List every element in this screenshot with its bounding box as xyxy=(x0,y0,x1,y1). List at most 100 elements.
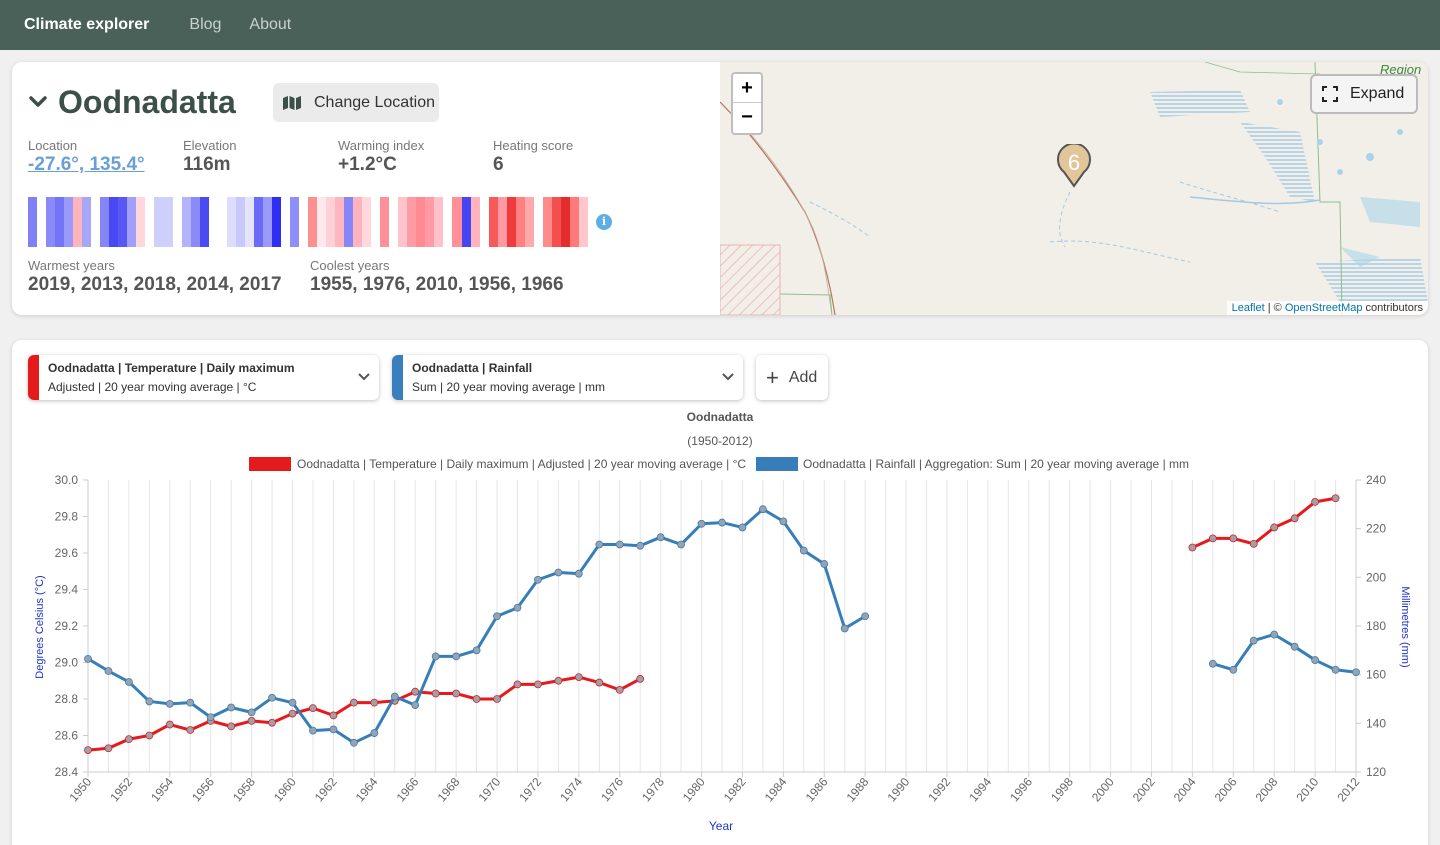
rainfall-point xyxy=(227,703,236,712)
location-map[interactable]: Region + − Expand 6 Leaflet | © OpenStre… xyxy=(720,62,1428,315)
stripe xyxy=(109,197,119,247)
temperature-point xyxy=(1249,539,1258,548)
temperature-point xyxy=(104,744,113,753)
series-title: Oodnadatta | Temperature | Daily maximum xyxy=(48,361,295,375)
stripe xyxy=(371,197,381,247)
series-title: Oodnadatta | Rainfall xyxy=(412,361,533,375)
y-tick-label-left: 28.4 xyxy=(55,765,79,779)
y-tick-label-left: 29.8 xyxy=(55,510,79,524)
temperature-point xyxy=(186,726,195,734)
x-tick-label: 2000 xyxy=(1089,775,1117,805)
map-marker[interactable]: 6 xyxy=(1056,144,1092,188)
temperature-point xyxy=(165,720,174,729)
chart-title: Oodnadatta xyxy=(687,410,754,424)
stripe xyxy=(524,197,534,247)
stripe xyxy=(46,197,56,247)
rainfall-point xyxy=(779,517,788,526)
rainfall-point xyxy=(1331,665,1340,674)
x-tick-label: 1980 xyxy=(680,775,708,805)
stat-location: Location -27.6°, 135.4° xyxy=(28,138,145,176)
rainfall-point xyxy=(165,699,174,708)
series-selector-rainfall[interactable]: Oodnadatta | Rainfall Sum | 20 year movi… xyxy=(392,355,743,400)
chevron-down-icon[interactable] xyxy=(357,370,371,384)
temperature-point xyxy=(595,678,604,687)
chevron-down-icon[interactable] xyxy=(28,92,48,112)
x-tick-label: 1996 xyxy=(1007,775,1035,805)
temperature-point xyxy=(452,689,461,698)
stripe xyxy=(28,197,38,247)
series-color-bar xyxy=(28,355,39,400)
y-axis-label-right: Millimetres (mm) xyxy=(1399,586,1411,667)
stat-value: 116m xyxy=(183,154,231,175)
temperature-point xyxy=(349,698,358,707)
stripe xyxy=(506,197,516,247)
stripe xyxy=(362,197,372,247)
temperature-point xyxy=(615,685,624,694)
osm-link[interactable]: OpenStreetMap xyxy=(1284,302,1363,314)
stripe xyxy=(398,197,408,247)
change-location-button[interactable]: Change Location xyxy=(273,83,439,122)
x-tick-label: 1954 xyxy=(148,775,176,805)
x-tick-label: 1964 xyxy=(353,775,381,805)
stripe xyxy=(551,197,561,247)
x-tick-label: 2002 xyxy=(1130,775,1158,805)
stripe xyxy=(226,197,236,247)
series-selector-temperature[interactable]: Oodnadatta | Temperature | Daily maximum… xyxy=(28,355,379,400)
rainfall-point xyxy=(349,738,358,747)
chart-subtitle: (1950-2012) xyxy=(687,434,752,448)
y-tick-label-right: 200 xyxy=(1366,570,1386,584)
x-tick-label: 2010 xyxy=(1294,775,1322,805)
rainfall-point xyxy=(104,667,113,675)
rainfall-point xyxy=(452,652,461,661)
stripe xyxy=(190,197,200,247)
rainfall-point xyxy=(1290,642,1299,651)
y-tick-label-left: 29.2 xyxy=(55,619,79,633)
chart-card: Oodnadatta | Temperature | Daily maximum… xyxy=(12,340,1428,845)
brand-link[interactable]: Climate explorer xyxy=(24,16,150,33)
stripe xyxy=(353,197,363,247)
zoom-out-button[interactable]: − xyxy=(741,106,753,128)
add-series-button[interactable]: + Add xyxy=(756,355,828,400)
rainfall-point xyxy=(595,540,604,549)
leaflet-link[interactable]: Leaflet xyxy=(1231,302,1265,314)
stripe xyxy=(326,197,336,247)
stripe xyxy=(145,197,155,247)
y-tick-label-right: 160 xyxy=(1366,668,1386,682)
temperature-point xyxy=(268,718,276,727)
rainfall-point xyxy=(493,612,501,621)
y-tick-label-right: 180 xyxy=(1366,619,1386,633)
y-tick-label-left: 29.6 xyxy=(55,546,79,560)
coordinates-link[interactable]: -27.6°, 135.4° xyxy=(28,154,145,175)
stat-elevation: Elevation 116m xyxy=(183,138,236,176)
rainfall-point xyxy=(1311,656,1319,664)
stat-heating-score: Heating score 6 xyxy=(493,138,573,176)
info-icon[interactable]: i xyxy=(596,214,612,230)
x-tick-label: 1966 xyxy=(394,775,422,805)
temperature-point xyxy=(534,680,542,689)
nav-link-about[interactable]: About xyxy=(249,16,292,33)
nav-link-blog[interactable]: Blog xyxy=(189,16,222,33)
rainfall-point xyxy=(268,693,276,702)
rainfall-point xyxy=(656,533,665,542)
rainfall-point xyxy=(840,624,849,633)
temperature-point xyxy=(125,735,133,744)
warmest-years: Warmest years 2019, 2013, 2018, 2014, 20… xyxy=(28,258,282,296)
series-color-bar xyxy=(392,355,403,400)
rainfall-point xyxy=(145,697,154,706)
climate-chart: Oodnadatta (1950-2012) Oodnadatta | Temper… xyxy=(34,410,1411,833)
zoom-control: + − xyxy=(731,72,763,135)
temperature-point xyxy=(1270,523,1279,532)
x-tick-label: 1990 xyxy=(884,775,912,805)
warmest-years-value: 2019, 2013, 2018, 2014, 2017 xyxy=(28,274,282,295)
stat-warming-index: Warming index +1.2°C xyxy=(338,138,424,176)
zoom-in-button[interactable]: + xyxy=(733,74,761,103)
legend-swatch xyxy=(756,457,798,471)
expand-map-button[interactable]: Expand xyxy=(1310,74,1418,114)
x-tick-label: 2004 xyxy=(1171,775,1199,805)
x-tick-label: 1998 xyxy=(1048,775,1076,805)
rainfall-point xyxy=(370,729,379,737)
temperature-point xyxy=(1229,534,1238,543)
y-tick-label-left: 28.6 xyxy=(55,729,79,743)
chevron-down-icon[interactable] xyxy=(721,370,735,384)
rainfall-point xyxy=(636,541,645,550)
